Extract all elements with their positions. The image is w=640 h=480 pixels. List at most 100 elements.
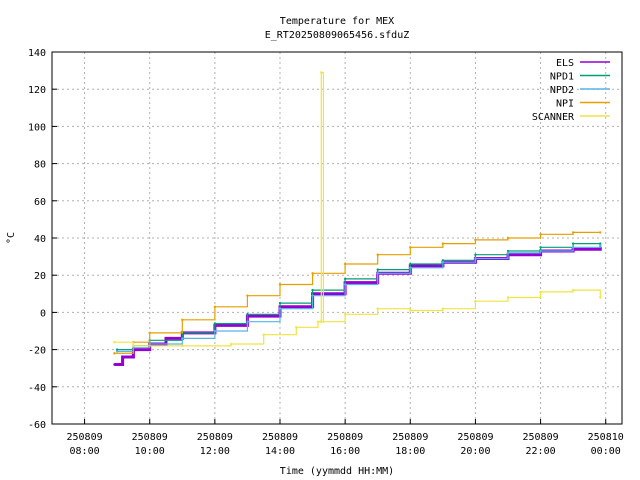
data-point — [213, 305, 217, 309]
data-point — [343, 283, 347, 286]
data-point — [409, 266, 412, 269]
x-tick-label-date: 250809 — [262, 432, 298, 443]
data-point — [113, 363, 116, 366]
data-point — [571, 246, 575, 249]
data-point — [320, 71, 323, 74]
data-point — [181, 318, 184, 322]
data-point — [409, 246, 412, 249]
data-point — [246, 313, 249, 316]
x-tick-label-time: 20:00 — [460, 446, 490, 457]
data-point — [343, 313, 347, 316]
data-point — [506, 251, 510, 255]
data-point — [213, 322, 217, 325]
data-point — [246, 320, 249, 323]
data-point — [409, 262, 412, 266]
data-point — [376, 268, 379, 271]
data-point — [181, 344, 184, 348]
legend: ELS NPD1 NPD2 NPI SCANNER — [532, 58, 610, 123]
y-axis: -60 -40 -20 0 20 40 60 80 100 120 140 — [28, 48, 57, 431]
y-tick-label: -60 — [28, 420, 46, 431]
x-axis: 250809 08:00 250809 10:00 250809 12:00 250809 1… — [67, 419, 624, 457]
data-point — [599, 296, 602, 299]
legend-label: NPD2 — [550, 85, 574, 96]
legend-label: NPD1 — [550, 72, 574, 83]
x-tick-label-date: 250810 — [588, 432, 624, 443]
data-point — [599, 242, 602, 245]
data-point — [115, 350, 119, 353]
data-point — [229, 342, 233, 346]
chart-subtitle: E_RT20250809065456.sfduZ — [265, 30, 410, 41]
y-tick-label: 0 — [40, 308, 46, 319]
data-point — [506, 236, 510, 240]
x-tick-label-time: 18:00 — [395, 446, 425, 457]
y-tick-label: 60 — [34, 197, 46, 208]
x-tick-label-time: 12:00 — [200, 446, 230, 457]
x-tick-label-date: 250809 — [457, 432, 493, 443]
data-point — [441, 259, 445, 262]
y-tick-label: 40 — [34, 234, 46, 245]
data-point — [132, 344, 135, 348]
y-tick-label: 140 — [28, 48, 46, 59]
data-point — [539, 249, 542, 253]
x-tick-label-time: 10:00 — [135, 446, 165, 457]
data-point — [376, 253, 379, 256]
x-tick-label-date: 250809 — [197, 432, 233, 443]
data-point — [474, 238, 477, 242]
y-tick-label: 100 — [28, 122, 46, 133]
y-tick-label: 120 — [28, 85, 46, 96]
x-tick-label-date: 250809 — [327, 432, 363, 443]
legend-label: ELS — [556, 58, 574, 69]
x-tick-label-date: 250809 — [132, 432, 168, 443]
data-point — [148, 331, 151, 335]
data-point — [599, 244, 602, 247]
data-point — [376, 272, 379, 275]
y-tick-label: 80 — [34, 160, 46, 171]
series-line-els — [114, 247, 602, 366]
data-point — [295, 326, 298, 329]
data-point — [343, 262, 347, 266]
x-tick-label-time: 22:00 — [526, 446, 556, 457]
data-point — [539, 233, 542, 236]
legend-label: NPI — [556, 99, 574, 110]
data-point — [148, 342, 151, 346]
data-point — [311, 288, 314, 292]
data-point — [311, 272, 314, 275]
data-point — [474, 253, 477, 256]
y-tick-label: -20 — [28, 346, 46, 357]
data-point — [113, 352, 116, 355]
data-point — [506, 249, 510, 253]
x-tick-label-date: 250809 — [392, 432, 428, 443]
data-point — [246, 294, 249, 297]
data-point — [262, 333, 265, 336]
data-point — [278, 307, 282, 310]
data-point — [441, 260, 445, 264]
data-point — [121, 355, 124, 359]
y-axis-label: °C — [6, 232, 17, 244]
data-point — [278, 301, 282, 305]
x-tick-label-time: 14:00 — [265, 446, 295, 457]
y-tick-label: 20 — [34, 271, 46, 282]
data-point — [213, 329, 217, 333]
data-point — [164, 337, 168, 340]
data-point — [409, 309, 412, 312]
legend-label: SCANNER — [532, 112, 575, 123]
data-point — [539, 246, 542, 249]
series-group — [113, 71, 602, 366]
data-point — [474, 257, 477, 260]
data-point — [506, 296, 510, 299]
x-tick-label-time: 00:00 — [591, 446, 621, 457]
data-point — [316, 320, 320, 323]
series-line-npd2 — [117, 245, 601, 353]
data-point — [376, 307, 379, 310]
data-point — [311, 294, 314, 297]
x-tick-label-time: 08:00 — [70, 446, 100, 457]
y-tick-label: -40 — [28, 383, 46, 394]
x-tick-label-date: 250809 — [67, 432, 103, 443]
data-point — [278, 283, 282, 286]
data-point — [441, 307, 445, 310]
data-point — [113, 340, 116, 344]
data-point — [571, 242, 575, 245]
series-line-scanner — [114, 71, 601, 347]
data-point — [539, 290, 542, 294]
